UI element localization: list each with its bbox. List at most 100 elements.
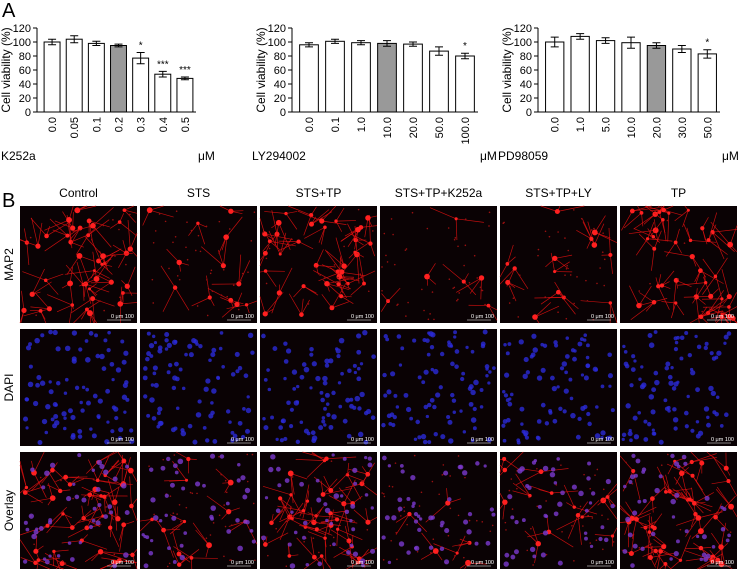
error-bar (576, 33, 585, 40)
neurite (26, 242, 30, 266)
speck (35, 314, 37, 316)
neurite (502, 502, 506, 520)
nucleus (711, 545, 716, 549)
neurite (279, 516, 290, 541)
nucleus (62, 426, 67, 431)
soma (324, 280, 330, 287)
neurite (703, 276, 712, 297)
neurite (81, 494, 102, 497)
nucleus (558, 406, 563, 411)
neurite (676, 490, 690, 500)
nucleus (590, 491, 596, 496)
speck (429, 313, 431, 315)
nucleus (228, 420, 232, 424)
soma (695, 515, 702, 521)
y-tick-label: 120 (13, 23, 31, 35)
nucleus (580, 373, 585, 377)
nucleus (367, 462, 373, 468)
soma (647, 555, 653, 560)
nucleus (205, 378, 211, 384)
nucleus (44, 470, 50, 477)
neurite (174, 287, 190, 311)
soma (269, 520, 274, 526)
soma (102, 494, 107, 499)
neurite (90, 281, 112, 284)
nucleus (107, 504, 113, 510)
soma (661, 217, 665, 222)
nucleus (143, 366, 148, 371)
speck (518, 274, 521, 276)
speck (701, 310, 703, 313)
y-tick-label: 0 (25, 107, 31, 119)
nucleus (429, 345, 435, 350)
speck (119, 296, 121, 299)
neurite (524, 530, 539, 544)
nucleus (122, 382, 128, 389)
soma (726, 479, 731, 484)
soma (689, 459, 694, 465)
soma (176, 259, 182, 266)
nucleus (720, 526, 726, 532)
unit-label: μM (722, 149, 739, 163)
neurite (47, 294, 73, 306)
nucleus (396, 334, 402, 339)
soma (74, 207, 81, 214)
neurite (321, 555, 324, 570)
nucleus (635, 458, 641, 464)
nucleus (157, 406, 163, 412)
neurite (347, 474, 362, 500)
nucleus (28, 342, 33, 347)
neurite (339, 256, 341, 277)
neurite (331, 301, 350, 309)
x-tick-label: 0.1 (330, 117, 342, 132)
nucleus (361, 563, 365, 568)
neurite (119, 221, 138, 237)
scale-bar-label: 0 μm 100 (231, 437, 254, 443)
nucleus (103, 514, 109, 519)
nucleus (263, 377, 268, 382)
speck (467, 542, 470, 544)
nucleus (552, 418, 558, 424)
nucleus (510, 515, 515, 520)
speck (441, 474, 444, 476)
nucleus (210, 505, 216, 511)
nucleus (324, 358, 330, 364)
soma (650, 524, 655, 529)
neurite (337, 528, 363, 540)
neurite (264, 211, 287, 214)
nucleus (164, 347, 169, 351)
speck (583, 473, 585, 476)
neurite (302, 501, 308, 519)
neurite (677, 282, 706, 286)
neurite (610, 302, 618, 324)
image-background (380, 206, 497, 323)
nucleus (346, 550, 351, 555)
speck (265, 257, 268, 260)
nucleus (421, 380, 426, 385)
soma (234, 301, 240, 307)
speck (168, 267, 170, 270)
soma (287, 470, 294, 477)
speck (357, 208, 360, 211)
nucleus (99, 463, 105, 470)
neurite (65, 476, 95, 480)
micrograph: 0 μm 100 (19, 205, 138, 324)
nucleus (283, 359, 289, 364)
neurite (83, 508, 101, 519)
nucleus (423, 369, 429, 375)
speck (426, 227, 429, 230)
nucleus (40, 333, 45, 338)
neurite (172, 531, 180, 555)
neurite (297, 210, 322, 222)
neurite (81, 540, 108, 550)
neurite (85, 551, 101, 562)
speck (194, 249, 197, 252)
nucleus (629, 383, 634, 388)
nucleus (203, 386, 209, 392)
neurite (64, 270, 95, 275)
nucleus (639, 384, 646, 390)
neurite (661, 270, 675, 286)
nucleus (164, 332, 170, 337)
neurite (715, 298, 723, 323)
speck (307, 303, 310, 305)
